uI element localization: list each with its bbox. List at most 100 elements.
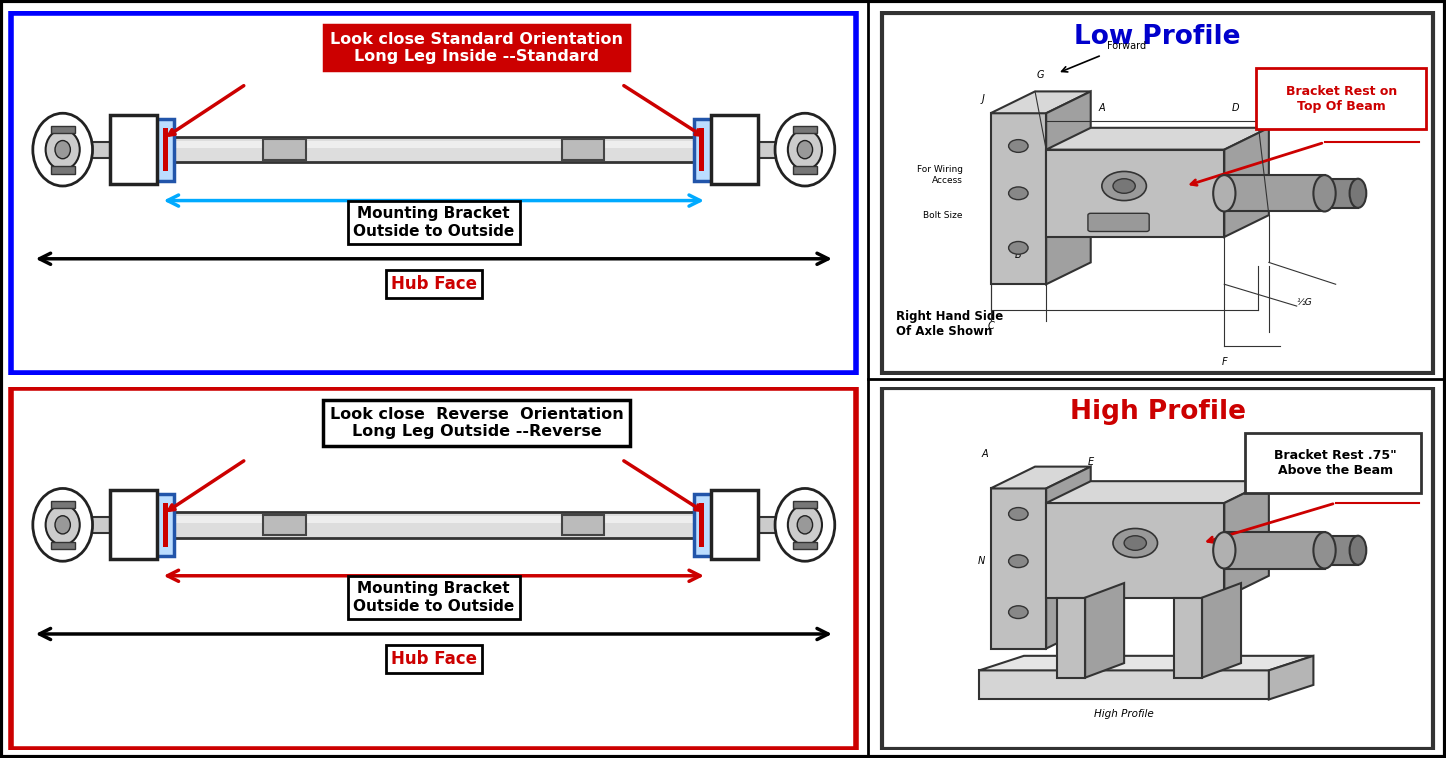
Ellipse shape: [775, 113, 834, 186]
Text: Mounting Bracket
Outside to Outside: Mounting Bracket Outside to Outside: [353, 581, 515, 614]
Bar: [51, 541, 75, 549]
FancyBboxPatch shape: [1245, 433, 1421, 493]
FancyBboxPatch shape: [110, 115, 156, 184]
Polygon shape: [991, 92, 1090, 113]
Text: Look close  Reverse  Orientation
Long Leg Outside --Reverse: Look close Reverse Orientation Long Leg …: [330, 407, 623, 439]
Ellipse shape: [797, 140, 813, 158]
FancyBboxPatch shape: [882, 388, 1433, 749]
Polygon shape: [991, 113, 1047, 284]
FancyBboxPatch shape: [979, 670, 1270, 700]
Ellipse shape: [788, 130, 821, 170]
Bar: [163, 128, 169, 171]
Ellipse shape: [1124, 536, 1147, 550]
Bar: [749, 517, 818, 533]
Polygon shape: [1225, 481, 1270, 597]
Text: High Profile: High Profile: [1070, 399, 1245, 425]
Text: Bolt Size: Bolt Size: [923, 211, 963, 220]
Bar: [1325, 536, 1358, 565]
FancyBboxPatch shape: [1087, 213, 1150, 231]
FancyBboxPatch shape: [711, 115, 758, 184]
Bar: [161, 137, 707, 162]
FancyBboxPatch shape: [1057, 597, 1084, 678]
Bar: [51, 126, 75, 133]
FancyBboxPatch shape: [110, 490, 156, 559]
Bar: [1225, 175, 1325, 211]
Bar: [49, 142, 119, 158]
Text: Hub Face: Hub Face: [390, 650, 477, 669]
Ellipse shape: [1102, 171, 1147, 201]
Bar: [161, 512, 707, 537]
Polygon shape: [1047, 467, 1090, 649]
Bar: [792, 501, 817, 508]
Polygon shape: [1202, 583, 1241, 678]
Polygon shape: [1047, 503, 1225, 597]
FancyBboxPatch shape: [147, 494, 174, 556]
Text: E: E: [1271, 103, 1277, 113]
Ellipse shape: [775, 488, 834, 561]
Bar: [1325, 179, 1358, 208]
Ellipse shape: [797, 515, 813, 534]
Bar: [749, 142, 818, 158]
Bar: [792, 541, 817, 549]
Ellipse shape: [788, 505, 821, 545]
Bar: [161, 515, 707, 523]
Ellipse shape: [1009, 606, 1028, 619]
Text: For Wiring
Access: For Wiring Access: [917, 165, 963, 185]
Bar: [49, 517, 119, 533]
Polygon shape: [1047, 92, 1090, 284]
FancyBboxPatch shape: [12, 388, 856, 749]
Text: C: C: [988, 321, 993, 330]
Text: ½G: ½G: [1297, 298, 1313, 307]
Polygon shape: [119, 137, 161, 162]
FancyBboxPatch shape: [694, 494, 720, 556]
Text: J: J: [982, 94, 985, 104]
FancyBboxPatch shape: [263, 515, 307, 535]
Bar: [792, 166, 817, 174]
Bar: [698, 128, 704, 171]
Text: Mounting Bracket
Outside to Outside: Mounting Bracket Outside to Outside: [353, 206, 515, 239]
Polygon shape: [1047, 128, 1270, 149]
Text: N: N: [977, 556, 985, 566]
Text: A: A: [982, 449, 988, 459]
Polygon shape: [1047, 481, 1270, 503]
Polygon shape: [119, 512, 161, 537]
Ellipse shape: [1009, 508, 1028, 520]
Ellipse shape: [33, 113, 93, 186]
Text: Bracket Rest .75"
Above the Beam: Bracket Rest .75" Above the Beam: [1274, 449, 1397, 477]
Text: G: G: [1037, 70, 1044, 80]
Polygon shape: [707, 137, 749, 162]
Text: High Profile: High Profile: [1095, 709, 1154, 719]
Ellipse shape: [1113, 528, 1158, 558]
Polygon shape: [1270, 656, 1313, 700]
Polygon shape: [979, 656, 1313, 670]
Text: E: E: [1087, 456, 1093, 467]
Ellipse shape: [1349, 179, 1366, 208]
Text: F: F: [1222, 357, 1228, 367]
Polygon shape: [1225, 128, 1270, 237]
Text: Bracket Rest on
Top Of Beam: Bracket Rest on Top Of Beam: [1285, 85, 1397, 113]
Ellipse shape: [1213, 532, 1235, 568]
Ellipse shape: [1213, 175, 1235, 211]
Bar: [163, 503, 169, 547]
FancyBboxPatch shape: [12, 13, 856, 374]
Bar: [1225, 532, 1325, 568]
Ellipse shape: [1009, 139, 1028, 152]
FancyBboxPatch shape: [147, 119, 174, 180]
Ellipse shape: [55, 140, 71, 158]
Text: G: G: [1274, 462, 1283, 471]
FancyBboxPatch shape: [263, 139, 307, 160]
Ellipse shape: [55, 515, 71, 534]
Polygon shape: [991, 467, 1090, 488]
Ellipse shape: [46, 505, 80, 545]
FancyBboxPatch shape: [1257, 68, 1426, 129]
FancyBboxPatch shape: [1174, 597, 1202, 678]
Ellipse shape: [1009, 242, 1028, 254]
FancyBboxPatch shape: [561, 139, 604, 160]
FancyBboxPatch shape: [711, 490, 758, 559]
Ellipse shape: [1009, 555, 1028, 568]
Text: B: B: [1015, 250, 1022, 260]
Bar: [51, 166, 75, 174]
FancyBboxPatch shape: [694, 119, 720, 180]
Ellipse shape: [1313, 175, 1336, 211]
Text: Hub Face: Hub Face: [390, 275, 477, 293]
